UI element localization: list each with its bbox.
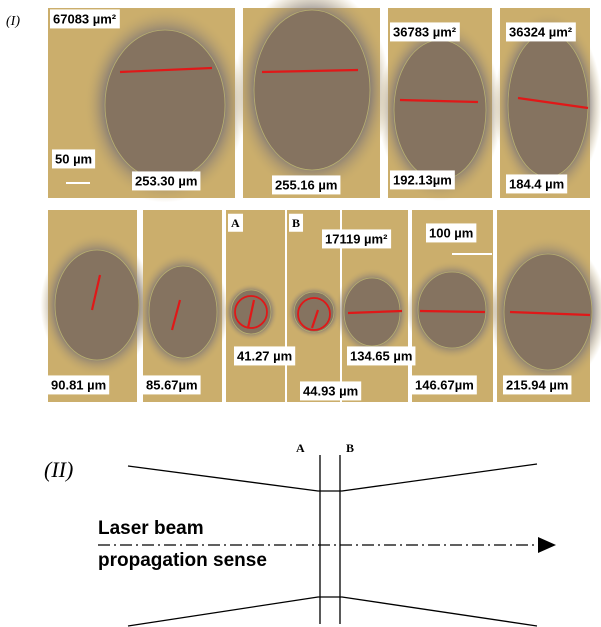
label: 146.67µm [415, 377, 474, 392]
label-background [48, 375, 110, 395]
measure-line [310, 309, 320, 329]
label: 134.65 µm [350, 348, 412, 363]
label-box: 146.67µm [412, 375, 477, 395]
label: 184.4 µm [509, 176, 564, 191]
label-background [503, 375, 572, 395]
label-background [234, 346, 296, 366]
beam-top-edge [127, 463, 538, 492]
label: 85.67µm [146, 377, 198, 392]
label-background [52, 149, 96, 169]
measure-line [119, 66, 213, 74]
label-background [143, 375, 201, 395]
label-background [506, 22, 576, 42]
beam-bottom-edge [127, 596, 538, 627]
label-background [50, 9, 120, 29]
label-box: 90.81 µm [48, 375, 110, 395]
plane-label: A [296, 441, 305, 455]
label: 90.81 µm [51, 377, 106, 392]
crater [253, 9, 371, 171]
label: 192.13µm [393, 172, 452, 187]
label-background [506, 174, 568, 194]
plane-label: B [346, 441, 354, 455]
measure-line [347, 309, 403, 315]
measure-line [246, 299, 256, 329]
label-box: A [228, 213, 243, 232]
crater [148, 265, 218, 359]
label: 50 µm [55, 151, 92, 166]
label-box: 50 µm [52, 149, 96, 169]
label-background [132, 171, 201, 191]
label-box: 253.30 µm [132, 171, 201, 191]
label-box: 36783 µm² [390, 22, 460, 42]
label-background [390, 170, 455, 190]
label-box: 192.13µm [390, 170, 455, 190]
label: 41.27 µm [237, 348, 292, 363]
label-box: 44.93 µm [300, 381, 362, 401]
label-background [228, 213, 243, 232]
label-box: 17119 µm² [322, 229, 392, 249]
measure-line [509, 310, 591, 317]
crater [507, 32, 589, 178]
label-box: 215.94 µm [503, 375, 572, 395]
label-box: 184.4 µm [506, 174, 568, 194]
crater [54, 249, 140, 361]
label: 215.94 µm [506, 377, 568, 392]
contour [297, 297, 331, 331]
arrow-head [538, 537, 556, 553]
measure-line [517, 96, 589, 110]
label-box: 36324 µm² [506, 22, 576, 42]
label-background [426, 223, 477, 243]
measure-line [170, 299, 182, 331]
beam-label: Laser beam [98, 518, 204, 539]
measure-line [399, 98, 479, 104]
label-background [412, 375, 477, 395]
label-box: 41.27 µm [234, 346, 296, 366]
crater [503, 253, 593, 371]
measure-line [90, 274, 102, 311]
label: 36783 µm² [393, 24, 457, 39]
label: 44.93 µm [303, 383, 358, 398]
label-background [347, 346, 416, 366]
panel-label: (II) [44, 457, 73, 482]
crater [393, 39, 487, 181]
measure-line [419, 309, 486, 314]
label-background [322, 229, 392, 249]
contour [234, 295, 268, 329]
label: B [292, 216, 300, 230]
label-box: 100 µm [426, 223, 477, 243]
label: 67083 µm² [53, 11, 117, 26]
label: 36324 µm² [509, 24, 573, 39]
label-box: 134.65 µm [347, 346, 416, 366]
crater [417, 271, 487, 349]
crater [104, 29, 226, 181]
label-box: B [289, 213, 304, 232]
panel-label: (I) [6, 14, 20, 29]
beam-label: propagation sense [98, 550, 267, 571]
label-box: 255.16 µm [272, 175, 341, 195]
labels: 67083 µm² 50 µm 253.30 µm 255.16 µm 36783 µm… [48, 9, 576, 401]
label: 255.16 µm [275, 177, 337, 192]
label-box: 85.67µm [143, 375, 201, 395]
label: A [231, 216, 240, 230]
label-background [289, 213, 304, 232]
label-background [300, 381, 362, 401]
label: 17119 µm² [325, 231, 388, 246]
label-background [390, 22, 460, 42]
label: 100 µm [429, 225, 473, 240]
label: 253.30 µm [135, 173, 197, 188]
measure-line [261, 68, 359, 74]
beam-diagram [98, 455, 540, 627]
label-box: 67083 µm² [50, 9, 120, 29]
micrographs [40, 0, 601, 402]
label-background [272, 175, 341, 195]
